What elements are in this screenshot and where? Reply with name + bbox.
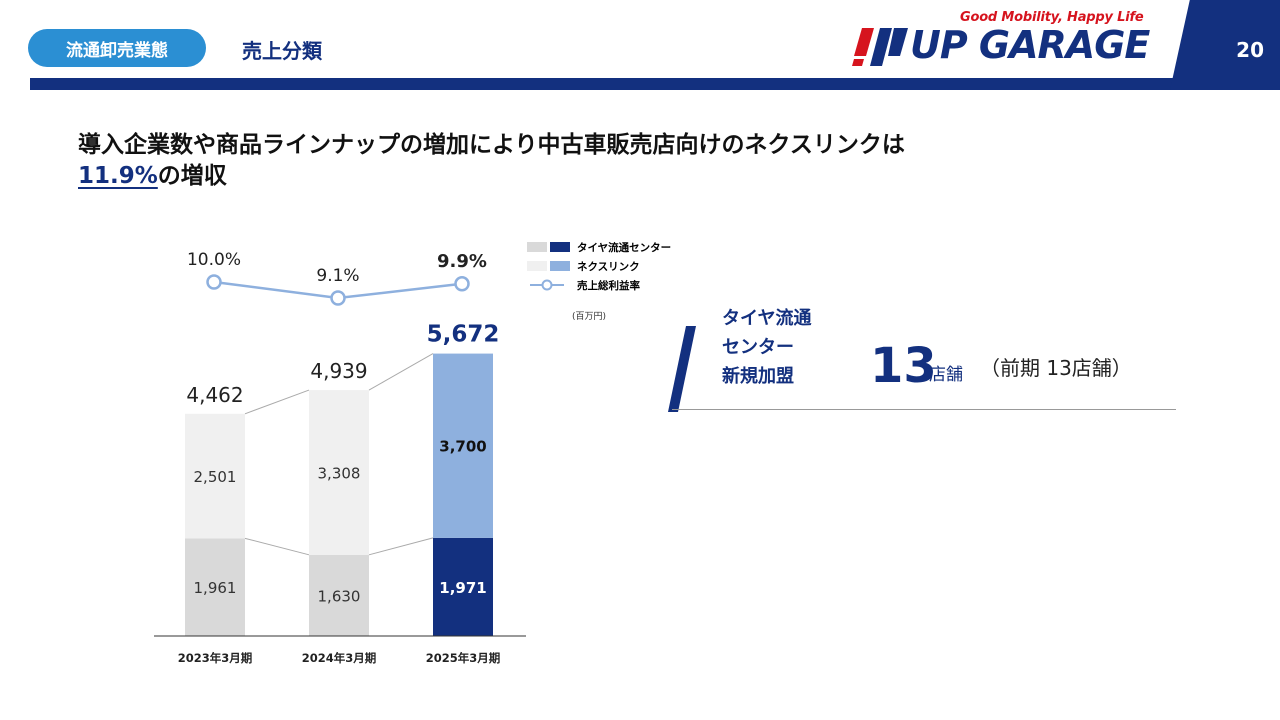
bar-total-label: 5,672	[427, 322, 500, 348]
connector-line	[368, 537, 434, 556]
bar-value-labels: 1,961 2,501 1,630 3,308 1,971 3,700	[194, 438, 487, 606]
logo-tagline: Good Mobility, Happy Life	[960, 10, 1144, 25]
connector-line	[244, 389, 310, 415]
logo-wordmark: UP GARAGE	[910, 23, 1150, 67]
legend-swatch-tire-dark	[550, 242, 570, 252]
margin-point	[454, 276, 470, 292]
bar-segment	[309, 554, 369, 636]
headline-line2: 11.9%の増収	[78, 161, 905, 192]
margin-line-series: 10.0% 9.1% 9.9%	[187, 250, 487, 306]
store-count-unit: 店舗	[929, 365, 963, 385]
legend-label-nexlink: ネクスリンク	[577, 261, 640, 273]
bar-total-label: 4,939	[310, 359, 367, 383]
bar-value-label: 3,700	[439, 438, 486, 456]
headline-suffix: の増収	[157, 163, 227, 189]
bar-segment	[185, 538, 245, 636]
legend-swatch-tire-light	[527, 242, 547, 252]
bar-segment	[433, 353, 493, 538]
bar-value-label: 1,630	[318, 587, 361, 605]
bar-totals: 4,462 4,939 5,672	[186, 322, 499, 407]
previous-period-count: （前期 13店舗）	[980, 356, 1132, 380]
margin-point	[330, 290, 346, 306]
legend-marker-icon	[541, 279, 553, 291]
panel-title-line2: センター	[722, 337, 794, 358]
bar-segment	[309, 390, 369, 555]
page-number-tab	[1170, 0, 1280, 90]
headline-percent: 11.9%	[78, 163, 158, 189]
panel-title-line1: タイヤ流通	[722, 308, 812, 329]
panel-divider	[672, 409, 1176, 410]
store-count: 13	[870, 338, 937, 394]
slash-accent	[668, 326, 696, 412]
headline-line1: 導入企業数や商品ラインナップの増加により中古車販売店向けのネクスリンクは	[78, 132, 905, 158]
margin-label: 9.9%	[437, 251, 487, 272]
bar-value-label: 1,971	[439, 579, 486, 597]
headline: 導入企業数や商品ラインナップの増加により中古車販売店向けのネクスリンクは 11.…	[78, 130, 905, 192]
legend-swatch-nexlink-light	[527, 261, 547, 271]
section-badge: 流通卸売業態	[28, 29, 206, 67]
margin-point	[206, 274, 222, 290]
x-tick-label: 2024年3月期	[302, 651, 377, 665]
bar-segment	[185, 413, 245, 539]
panel-title-line3: 新規加盟	[722, 366, 794, 387]
bar-total-label: 4,462	[186, 383, 243, 407]
panel-title: タイヤ流通 センター 新規加盟	[722, 304, 811, 391]
legend-label-margin: 売上総利益率	[577, 279, 640, 292]
page-number: 20	[1236, 38, 1264, 62]
bar-value-label: 3,308	[318, 464, 361, 482]
sales-chart: 1,961 2,501 1,630 3,308 1,971 3,700 4,462 4,93…	[154, 241, 671, 665]
up-garage-logo-icon	[852, 28, 908, 66]
x-tick-label: 2025年3月期	[426, 651, 501, 665]
x-tick-label: 2023年3月期	[178, 651, 253, 665]
margin-label: 10.0%	[187, 250, 241, 270]
bar-segment	[433, 537, 493, 636]
legend-swatch-nexlink-dark	[550, 261, 570, 271]
bar-value-label: 2,501	[194, 468, 237, 486]
legend-label-tire: タイヤ流通センター	[577, 241, 671, 254]
bar-connectors	[244, 353, 434, 556]
connector-line	[368, 353, 434, 391]
margin-label: 9.1%	[316, 266, 359, 286]
header-bar	[30, 78, 1280, 90]
bar-value-label: 1,961	[194, 579, 237, 597]
bar-group	[185, 353, 493, 636]
unit-label: (百万円)	[572, 312, 607, 322]
x-axis-ticks: 2023年3月期 2024年3月期 2025年3月期	[178, 651, 501, 665]
connector-line	[244, 537, 310, 556]
section-subtitle: 売上分類	[242, 39, 322, 63]
